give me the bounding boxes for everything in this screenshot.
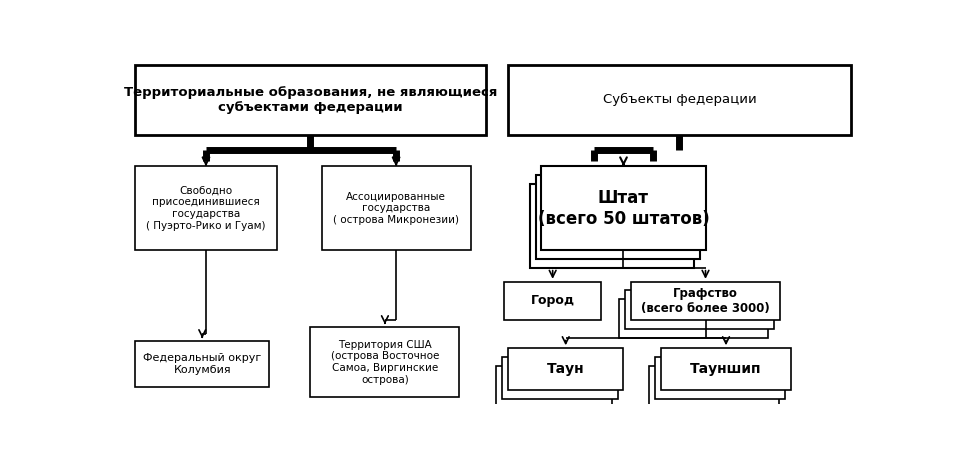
Text: Свободно
присоединившиеся
государства
( Пуэрто-Рико и Гуам): Свободно присоединившиеся государства ( … (146, 186, 265, 231)
Bar (135, 65, 485, 135)
Bar (321, 166, 470, 250)
Text: Федеральный округ
Колумбия: Федеральный округ Колумбия (143, 353, 261, 375)
Bar (535, 175, 699, 259)
Bar (507, 348, 623, 390)
Text: Тауншип: Тауншип (690, 362, 761, 376)
Bar (135, 166, 277, 250)
Bar (648, 365, 778, 408)
Bar (529, 184, 693, 268)
Bar (496, 365, 611, 408)
Bar (135, 341, 269, 387)
Text: Ассоциированные
государства
( острова Микронезии): Ассоциированные государства ( острова Ми… (333, 192, 458, 225)
Text: Таун: Таун (547, 362, 584, 376)
Text: Город: Город (530, 295, 574, 307)
Bar (660, 348, 790, 390)
Text: Территориальные образования, не являющиеся
субъектами федерации: Территориальные образования, не являющие… (124, 86, 497, 114)
Bar (654, 357, 784, 399)
Bar (541, 166, 704, 250)
Bar (502, 357, 617, 399)
Text: Субъекты федерации: Субъекты федерации (602, 94, 755, 107)
Bar (507, 65, 850, 135)
Bar (630, 281, 779, 320)
Text: Территория США
(острова Восточное
Самоа, Виргинские
острова): Территория США (острова Восточное Самоа,… (331, 340, 438, 385)
Text: Графство
(всего более 3000): Графство (всего более 3000) (640, 287, 769, 315)
Bar (504, 281, 601, 320)
Text: Штат
(всего 50 штатов): Штат (всего 50 штатов) (537, 189, 708, 228)
Bar (625, 291, 774, 329)
Bar (618, 299, 767, 338)
Bar (310, 327, 459, 397)
